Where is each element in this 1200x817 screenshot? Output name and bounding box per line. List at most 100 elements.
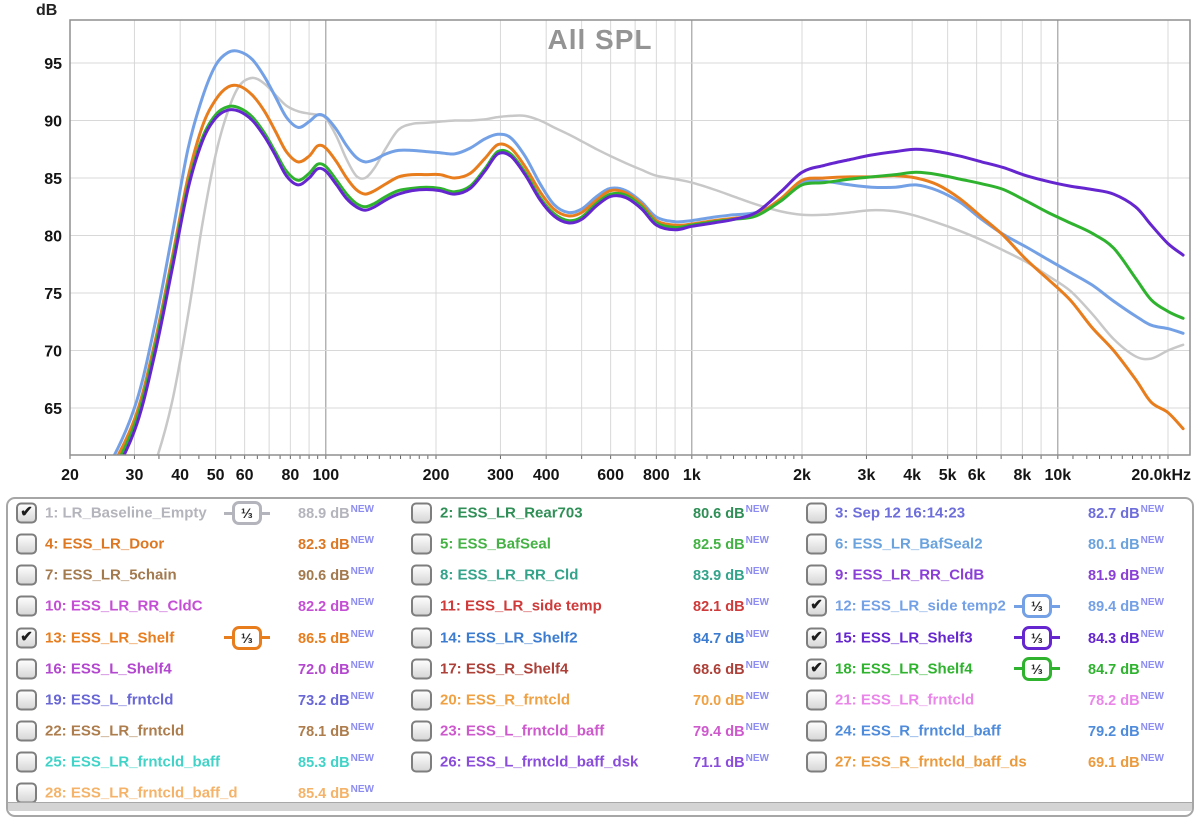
trace-checkbox[interactable]: ✔ xyxy=(16,658,37,680)
trace-checkbox[interactable]: ✔ xyxy=(411,595,432,617)
legend-item[interactable]: ✔ 3: Sep 12 16:14:23 82.7 dBNEW xyxy=(804,500,1196,526)
spl-value: 70.0 dBNEW xyxy=(693,690,769,709)
trace-checkbox[interactable]: ✔ xyxy=(806,502,827,524)
legend-item[interactable]: ✔ 21: ESS_LR_frntcld 78.2 dBNEW xyxy=(804,687,1196,713)
legend-item[interactable]: ✔ 20: ESS_R_frntcld 70.0 dBNEW xyxy=(409,687,801,713)
measurement-label: 28: ESS_LR_frntcld_baff_d xyxy=(45,784,238,802)
spl-value: 85.3 dBNEW xyxy=(298,753,374,772)
spl-value: 88.9 dBNEW xyxy=(298,504,374,522)
smoothing-badge[interactable]: ⅓ xyxy=(1014,625,1060,650)
legend-item[interactable]: ✔ 23: ESS_L_frntcld_baff 79.4 dBNEW xyxy=(409,718,801,744)
trace-checkbox[interactable]: ✔ xyxy=(16,782,37,804)
measurement-label: 23: ESS_L_frntcld_baff xyxy=(440,722,605,740)
smoothing-badge[interactable]: ⅓ xyxy=(224,501,270,525)
legend-item[interactable]: ✔ 11: ESS_LR_side temp 82.1 dBNEW xyxy=(409,593,801,619)
trace-checkbox[interactable]: ✔ xyxy=(411,533,432,555)
smoothing-badge-label: ⅓ xyxy=(1022,656,1052,681)
legend-panel: ✔ 1: LR_Baseline_Empty ⅓ 88.9 dBNEW ✔ 2: ESS_… xyxy=(6,497,1194,817)
trace-checkbox[interactable]: ✔ xyxy=(411,720,432,742)
new-flag: NEW xyxy=(1140,628,1164,640)
spl-curve xyxy=(112,49,1185,455)
spl-value: 73.2 dBNEW xyxy=(298,690,374,709)
measurement-label: 3: Sep 12 16:14:23 xyxy=(835,504,966,522)
spl-chart: 95 90 85 80 75 70 65 20 30 40 50 60 80 100 200 300 400 60… xyxy=(36,2,1191,484)
trace-checkbox[interactable]: ✔ xyxy=(806,720,827,742)
legend-item[interactable]: ✔ 5: ESS_BafSeal 82.5 dBNEW xyxy=(409,531,801,557)
trace-checkbox[interactable]: ✔ xyxy=(16,751,37,773)
legend-item[interactable]: ✔ 8: ESS_LR_RR_Cld 83.9 dBNEW xyxy=(409,562,801,588)
legend-item[interactable]: ✔ 22: ESS_LR_frntcld 78.1 dBNEW xyxy=(14,718,406,744)
trace-checkbox[interactable]: ✔ xyxy=(411,751,432,773)
smoothing-badge[interactable]: ⅓ xyxy=(1014,594,1060,619)
legend-item[interactable]: ✔ 15: ESS_LR_Shelf3 ⅓ 84.3 dBNEW xyxy=(804,625,1196,651)
legend-item[interactable]: ✔ 1: LR_Baseline_Empty ⅓ 88.9 dBNEW xyxy=(14,500,406,526)
trace-checkbox-checked[interactable]: ✔ xyxy=(16,502,37,524)
legend-item[interactable]: ✔ 16: ESS_L_Shelf4 72.0 dBNEW xyxy=(14,656,406,682)
legend-item[interactable]: ✔ 18: ESS_LR_Shelf4 ⅓ 84.7 dBNEW xyxy=(804,656,1196,682)
trace-checkbox-checked[interactable]: ✔ xyxy=(16,627,37,649)
trace-line-segment xyxy=(1014,604,1022,608)
legend-item[interactable]: ✔ 4: ESS_LR_Door 82.3 dBNEW xyxy=(14,531,406,557)
new-flag: NEW xyxy=(1140,659,1164,671)
measurement-label: 11: ESS_LR_side temp xyxy=(440,597,602,615)
legend-item[interactable]: ✔ 14: ESS_LR_Shelf2 84.7 dBNEW xyxy=(409,625,801,651)
legend-item[interactable]: ✔ 2: ESS_LR_Rear703 80.6 dBNEW xyxy=(409,500,801,526)
spl-value: 90.6 dBNEW xyxy=(298,566,374,585)
legend-item[interactable]: ✔ 27: ESS_R_frntcld_baff_ds 69.1 dBNEW xyxy=(804,749,1196,775)
trace-checkbox[interactable]: ✔ xyxy=(806,751,827,773)
legend-item[interactable]: ✔ 19: ESS_L_frntcld 73.2 dBNEW xyxy=(14,687,406,713)
measurement-label: 10: ESS_LR_RR_CldC xyxy=(45,597,203,615)
x-tick-label: 3k xyxy=(858,467,876,484)
y-tick-label: 75 xyxy=(44,286,62,303)
legend-item[interactable]: ✔ 13: ESS_LR_Shelf ⅓ 86.5 dBNEW xyxy=(14,625,406,651)
smoothing-badge[interactable]: ⅓ xyxy=(224,625,270,650)
measurement-label: 17: ESS_R_Shelf4 xyxy=(440,660,569,678)
smoothing-badge[interactable]: ⅓ xyxy=(1014,656,1060,681)
spl-curve xyxy=(122,108,1185,455)
legend-item[interactable]: ✔ 17: ESS_R_Shelf4 68.6 dBNEW xyxy=(409,656,801,682)
legend-item[interactable]: ✔ 10: ESS_LR_RR_CldC 82.2 dBNEW xyxy=(14,593,406,619)
trace-checkbox-checked[interactable]: ✔ xyxy=(806,595,827,617)
trace-checkbox[interactable]: ✔ xyxy=(806,689,827,711)
spl-value: 69.1 dBNEW xyxy=(1088,753,1164,772)
spl-value: 80.1 dBNEW xyxy=(1088,535,1164,554)
legend-item[interactable]: ✔ 9: ESS_LR_RR_CldB 81.9 dBNEW xyxy=(804,562,1196,588)
trace-checkbox[interactable]: ✔ xyxy=(806,564,827,586)
trace-checkbox-checked[interactable]: ✔ xyxy=(806,627,827,649)
legend-item[interactable]: ✔ 12: ESS_LR_side temp2 ⅓ 89.4 dBNEW xyxy=(804,593,1196,619)
x-tick-label: 1k xyxy=(683,467,701,484)
trace-checkbox[interactable]: ✔ xyxy=(411,689,432,711)
trace-checkbox[interactable]: ✔ xyxy=(16,564,37,586)
trace-checkbox[interactable]: ✔ xyxy=(411,564,432,586)
new-flag: NEW xyxy=(745,535,769,547)
legend-item[interactable]: ✔ 28: ESS_LR_frntcld_baff_d 85.4 dBNEW xyxy=(14,780,406,806)
trace-checkbox[interactable]: ✔ xyxy=(16,533,37,555)
trace-checkbox[interactable]: ✔ xyxy=(411,502,432,524)
trace-checkbox[interactable]: ✔ xyxy=(411,658,432,680)
trace-checkbox-checked[interactable]: ✔ xyxy=(806,658,827,680)
trace-checkbox[interactable]: ✔ xyxy=(16,720,37,742)
new-flag: NEW xyxy=(350,628,374,640)
legend-item[interactable]: ✔ 25: ESS_LR_frntcld_baff 85.3 dBNEW xyxy=(14,749,406,775)
spl-value: 84.3 dBNEW xyxy=(1088,628,1164,647)
legend-item[interactable]: ✔ 26: ESS_L_frntcld_baff_dsk 71.1 dBNEW xyxy=(409,749,801,775)
new-flag: NEW xyxy=(1140,722,1164,734)
new-flag: NEW xyxy=(350,753,374,765)
measurement-label: 8: ESS_LR_RR_Cld xyxy=(440,566,579,584)
spl-curve xyxy=(156,76,1185,455)
trace-line-segment xyxy=(261,511,270,515)
chart-title: All SPL xyxy=(547,24,653,55)
legend-item[interactable]: ✔ 7: ESS_LR_5chain 90.6 dBNEW xyxy=(14,562,406,588)
trace-checkbox[interactable]: ✔ xyxy=(411,627,432,649)
trace-checkbox[interactable]: ✔ xyxy=(16,595,37,617)
new-flag: NEW xyxy=(350,597,374,609)
trace-checkbox[interactable]: ✔ xyxy=(806,533,827,555)
spl-curve xyxy=(116,83,1185,455)
trace-checkbox[interactable]: ✔ xyxy=(16,689,37,711)
legend-scrollbar-track[interactable] xyxy=(8,802,1192,811)
spl-value: 78.2 dBNEW xyxy=(1088,690,1164,709)
trace-line-segment xyxy=(224,511,232,515)
x-tick-label: 8k xyxy=(1013,467,1031,484)
legend-item[interactable]: ✔ 24: ESS_R_frntcld_baff 79.2 dBNEW xyxy=(804,718,1196,744)
legend-item[interactable]: ✔ 6: ESS_LR_BafSeal2 80.1 dBNEW xyxy=(804,531,1196,557)
